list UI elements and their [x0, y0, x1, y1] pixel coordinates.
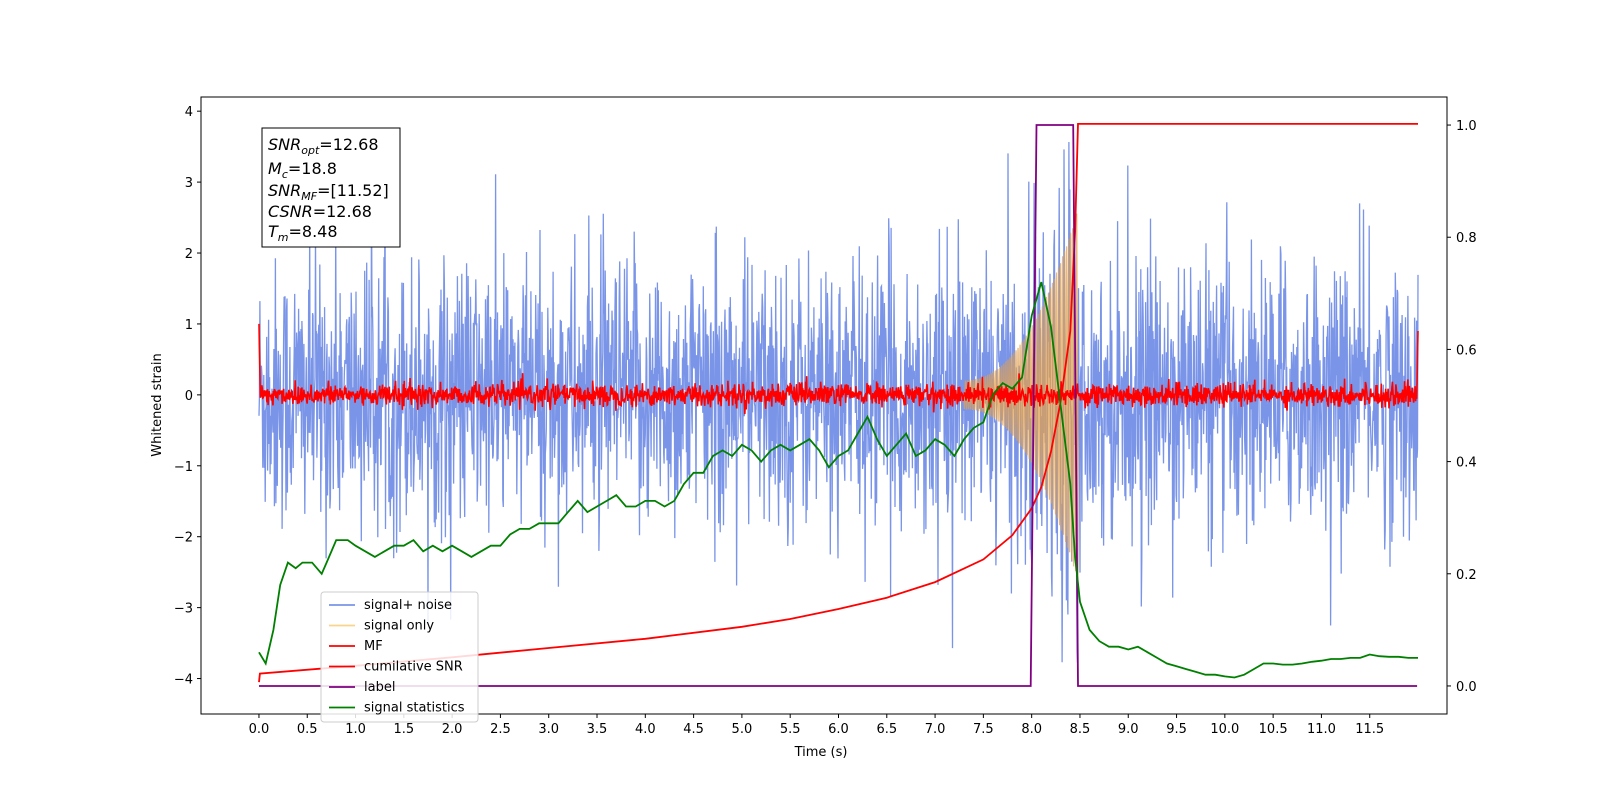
x-axis-label: Time (s)	[794, 745, 848, 760]
legend-entry: MF	[364, 639, 383, 654]
y-axis-right: 1.0 0.8 0.6 0.4 0.2 0.0	[1447, 119, 1477, 695]
y-axis-left: 4 3 2 1 0 −1 −2 −3 −4	[174, 105, 201, 688]
x-tick-label: 10.0	[1210, 722, 1239, 737]
x-tick-label: 8.5	[1070, 722, 1091, 737]
y-tick-label-left: 1	[185, 318, 193, 333]
legend-entry: label	[364, 680, 395, 695]
x-tick-label: 6.0	[828, 722, 849, 737]
y-tick-label-left: −3	[174, 602, 193, 617]
x-tick-label: 2.5	[490, 722, 511, 737]
annotation-box: SNRopt=12.68 Mc=18.8 SNRMF=[11.52] CSNR=…	[261, 127, 401, 248]
x-tick-label: 11.0	[1307, 722, 1336, 737]
annotation-mc: Mc=18.8	[268, 159, 337, 181]
y-tick-label-right: 0.8	[1456, 231, 1477, 246]
x-tick-label: 9.0	[1118, 722, 1139, 737]
x-axis: 0.0 0.5 1.0 1.5 2.0 2.5 3.0 3.5 4.0 4.5 5.0 5.5 6.0 6…	[249, 714, 1384, 737]
y-tick-label-left: 3	[185, 176, 193, 191]
y-tick-label-left: −2	[174, 531, 193, 546]
x-tick-label: 6.5	[876, 722, 897, 737]
y-tick-label-right: 0.0	[1456, 680, 1477, 695]
series-mf	[258, 323, 1419, 415]
series-layer	[258, 123, 1419, 687]
annotation-tm: Tm=8.48	[268, 222, 338, 244]
series-cumulative-snr	[258, 123, 1418, 683]
y-tick-label-right: 1.0	[1456, 119, 1477, 134]
y-tick-label-right: 0.4	[1456, 456, 1477, 471]
x-tick-label: 3.0	[538, 722, 559, 737]
legend-entry: signal+ noise	[364, 598, 452, 613]
x-tick-label: 7.5	[973, 722, 994, 737]
plot-frame	[200, 96, 1448, 715]
series-label	[259, 124, 1418, 687]
y-tick-label-left: −1	[174, 460, 193, 475]
x-tick-label: 8.0	[1021, 722, 1042, 737]
legend-entry: signal only	[364, 619, 434, 634]
x-tick-label: 4.5	[683, 722, 704, 737]
y-axis-label: Whitened strain	[150, 353, 165, 456]
x-tick-label: 5.0	[732, 722, 753, 737]
x-tick-label: 0.0	[249, 722, 270, 737]
series-signal-statistics	[258, 281, 1418, 679]
x-tick-label: 0.5	[297, 722, 318, 737]
y-tick-label-left: −4	[174, 673, 193, 688]
y-tick-label-right: 0.2	[1456, 568, 1477, 583]
legend: signal+ noise signal only MF cumilative SNR…	[320, 591, 479, 723]
y-tick-label-right: 0.6	[1456, 343, 1477, 358]
y-tick-label-left: 2	[185, 247, 193, 262]
y-tick-label-left: 4	[185, 105, 193, 120]
legend-entry: cumilative SNR	[364, 660, 463, 675]
x-tick-label: 2.0	[442, 722, 463, 737]
x-tick-label: 9.5	[1166, 722, 1187, 737]
x-tick-label: 5.5	[780, 722, 801, 737]
series-signal-noise	[258, 138, 1419, 663]
x-tick-label: 1.5	[393, 722, 414, 737]
annotation-snr-mf: SNRMF=[11.52]	[268, 181, 389, 203]
x-tick-label: 3.5	[587, 722, 608, 737]
x-tick-label: 1.0	[345, 722, 366, 737]
y-tick-label-left: 0	[185, 389, 193, 404]
annotation-snr-opt: SNRopt=12.68	[268, 135, 379, 157]
x-tick-label: 10.5	[1259, 722, 1288, 737]
x-tick-label: 7.0	[925, 722, 946, 737]
x-tick-label: 4.0	[635, 722, 656, 737]
x-tick-label: 11.5	[1355, 722, 1384, 737]
annotation-csnr: CSNR=12.68	[268, 202, 372, 221]
legend-entry: signal statistics	[364, 701, 465, 716]
